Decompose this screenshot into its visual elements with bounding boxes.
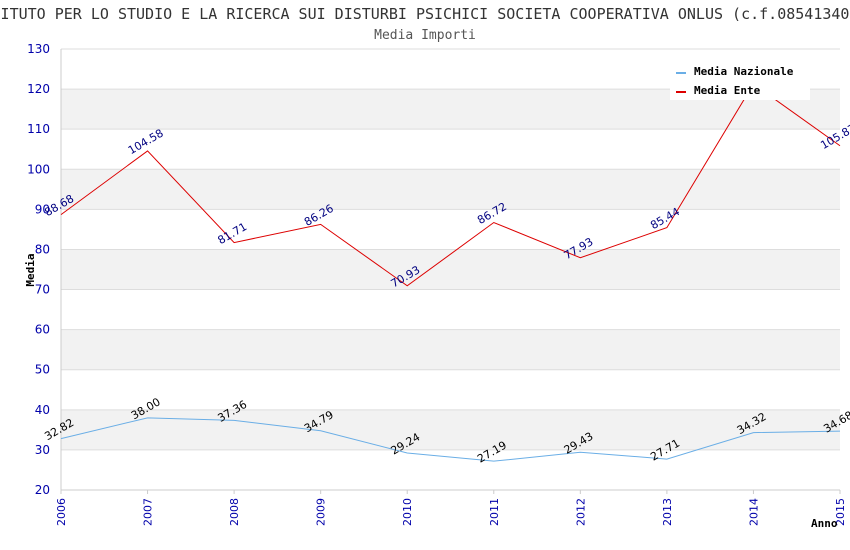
y-tick-label: 90 xyxy=(35,202,50,216)
x-tick-label: 2010 xyxy=(401,498,414,526)
x-tick-label: 2014 xyxy=(747,498,760,526)
x-tick-labels: 2006 2007 2008 2009 2010 2011 2012 2013 2014 2015 xyxy=(55,498,847,526)
y-tick-label: 120 xyxy=(27,82,50,96)
y-tick-label: 100 xyxy=(27,162,50,176)
plot-band xyxy=(61,209,840,250)
series-line xyxy=(60,417,841,462)
x-tick-label: 2013 xyxy=(661,498,674,526)
plot-band xyxy=(61,449,840,490)
y-axis-label: Media xyxy=(24,253,37,286)
y-tick-label: 130 xyxy=(27,42,50,56)
y-tick-label: 50 xyxy=(35,363,50,377)
y-tick-label: 110 xyxy=(27,122,50,136)
x-tick-label: 2009 xyxy=(315,498,328,526)
y-tick-label: 70 xyxy=(35,283,50,297)
axes xyxy=(60,49,841,494)
y-tick-labels: 20 30 40 50 60 70 80 90 100 110 120 130 xyxy=(27,42,50,497)
plot-band xyxy=(61,129,840,170)
x-tick-label: 2008 xyxy=(228,498,241,526)
y-tick-label: 80 xyxy=(35,242,50,256)
x-tick-label: 2011 xyxy=(488,498,501,526)
plot-band xyxy=(61,249,840,290)
x-axis-label: Anno xyxy=(811,517,838,530)
x-tick-label: 2007 xyxy=(142,498,155,526)
chart-subtitle: Media Importi xyxy=(374,28,476,43)
plot-band xyxy=(61,369,840,410)
y-tick-label: 30 xyxy=(35,443,50,457)
x-tick-label: 2006 xyxy=(55,498,68,526)
plot-band xyxy=(61,169,840,210)
legend-label: Media Nazionale xyxy=(694,65,794,78)
y-tick-label: 60 xyxy=(35,323,50,337)
x-tick-label: 2012 xyxy=(574,498,587,526)
y-tick-label: 40 xyxy=(35,403,50,417)
plot-band xyxy=(61,329,840,370)
legend-box xyxy=(670,60,810,100)
x-tick-label: 2015 xyxy=(834,498,847,526)
y-tick-label: 20 xyxy=(35,483,50,497)
series-lines xyxy=(60,83,841,462)
plot-band xyxy=(61,289,840,330)
plot-bands xyxy=(61,49,840,490)
series-line xyxy=(60,83,841,287)
plot-band xyxy=(61,409,840,450)
legend-label: Media Ente xyxy=(694,84,761,97)
gridlines xyxy=(61,48,840,491)
chart-title: ITUTO PER LO STUDIO E LA RICERCA SUI DIS… xyxy=(1,5,850,23)
legend: Media Nazionale Media Ente xyxy=(670,60,810,100)
